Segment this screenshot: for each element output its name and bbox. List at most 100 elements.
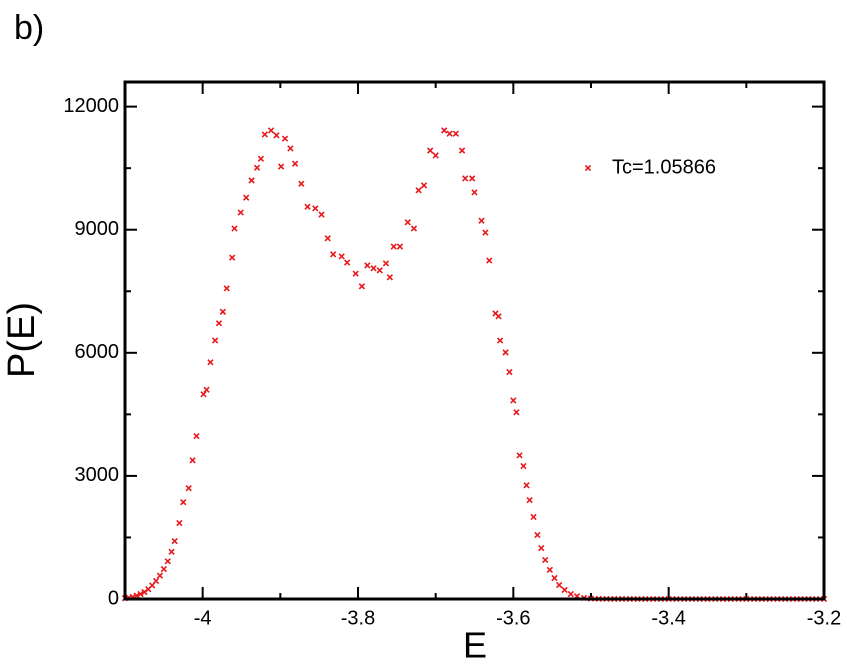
point	[312, 205, 319, 212]
point	[287, 145, 294, 152]
point	[469, 175, 476, 182]
legend-label: Tc=1.05866	[612, 156, 716, 178]
point	[242, 194, 250, 201]
point	[219, 308, 227, 315]
point	[420, 182, 428, 189]
y-axis-label: P(E)	[1, 302, 43, 378]
x-tick-label: -3.6	[496, 607, 530, 629]
point	[526, 496, 533, 504]
point	[318, 211, 325, 218]
point	[168, 548, 175, 555]
point	[261, 131, 268, 138]
point	[207, 359, 214, 366]
point	[370, 265, 377, 272]
y-tick-label: 3000	[75, 464, 120, 486]
point	[277, 163, 285, 170]
point	[281, 135, 289, 142]
point	[542, 556, 549, 564]
point	[390, 243, 397, 250]
y-tick-label: 6000	[75, 341, 120, 363]
point	[324, 235, 331, 242]
point	[200, 391, 207, 398]
point	[164, 558, 171, 565]
point	[432, 152, 439, 159]
panel-label: b)	[14, 9, 44, 47]
point	[215, 320, 223, 327]
point	[462, 175, 469, 182]
point	[364, 262, 371, 269]
point	[495, 313, 502, 320]
point	[189, 457, 196, 464]
point	[223, 285, 230, 292]
point	[382, 260, 390, 267]
point	[376, 267, 383, 274]
point	[516, 452, 523, 459]
point	[538, 544, 545, 552]
point	[298, 180, 305, 187]
point	[458, 147, 466, 154]
point	[152, 577, 160, 585]
point	[546, 566, 554, 574]
point	[185, 485, 192, 492]
point	[291, 160, 299, 167]
point	[352, 270, 359, 277]
x-tick-label: -3.2	[807, 607, 841, 629]
point	[396, 243, 404, 250]
point	[555, 581, 563, 589]
point	[304, 203, 311, 210]
y-tick-label: 0	[108, 587, 119, 609]
point	[452, 130, 460, 137]
x-axis-label: E	[463, 625, 487, 665]
point	[386, 274, 394, 281]
point	[471, 189, 478, 196]
point	[329, 251, 337, 258]
point	[506, 368, 513, 376]
point	[248, 177, 255, 184]
x-tick-label: -3.8	[341, 607, 375, 629]
point	[567, 590, 574, 598]
point	[133, 592, 140, 599]
point	[231, 225, 238, 232]
point	[486, 257, 493, 264]
point	[267, 127, 275, 134]
point	[338, 253, 345, 260]
plot-frame	[123, 80, 826, 601]
legend-marker	[584, 164, 592, 172]
point	[211, 337, 219, 344]
point	[171, 537, 178, 545]
point	[180, 498, 187, 506]
point	[523, 482, 530, 489]
point	[229, 254, 236, 261]
point	[156, 572, 164, 579]
point	[496, 337, 504, 344]
point	[203, 386, 210, 393]
point	[427, 147, 434, 154]
point	[534, 531, 541, 539]
point	[257, 155, 265, 162]
point	[530, 513, 537, 521]
point	[482, 229, 489, 236]
point	[193, 432, 200, 440]
point	[561, 586, 568, 594]
point	[502, 349, 509, 356]
point	[441, 127, 448, 134]
y-tick-label: 9000	[75, 218, 120, 240]
point	[160, 565, 167, 573]
point	[415, 187, 422, 194]
point	[343, 259, 351, 266]
point	[237, 209, 244, 216]
point	[358, 283, 366, 290]
point	[446, 130, 453, 137]
point	[137, 590, 144, 598]
point	[253, 164, 261, 171]
x-tick-label: -3.4	[651, 607, 685, 629]
point	[551, 574, 558, 582]
y-tick-label: 12000	[63, 95, 119, 117]
point	[513, 409, 520, 416]
point	[404, 219, 411, 226]
x-tick-label: -4	[194, 607, 212, 629]
point	[176, 519, 183, 527]
point	[273, 132, 280, 139]
point	[478, 217, 485, 224]
